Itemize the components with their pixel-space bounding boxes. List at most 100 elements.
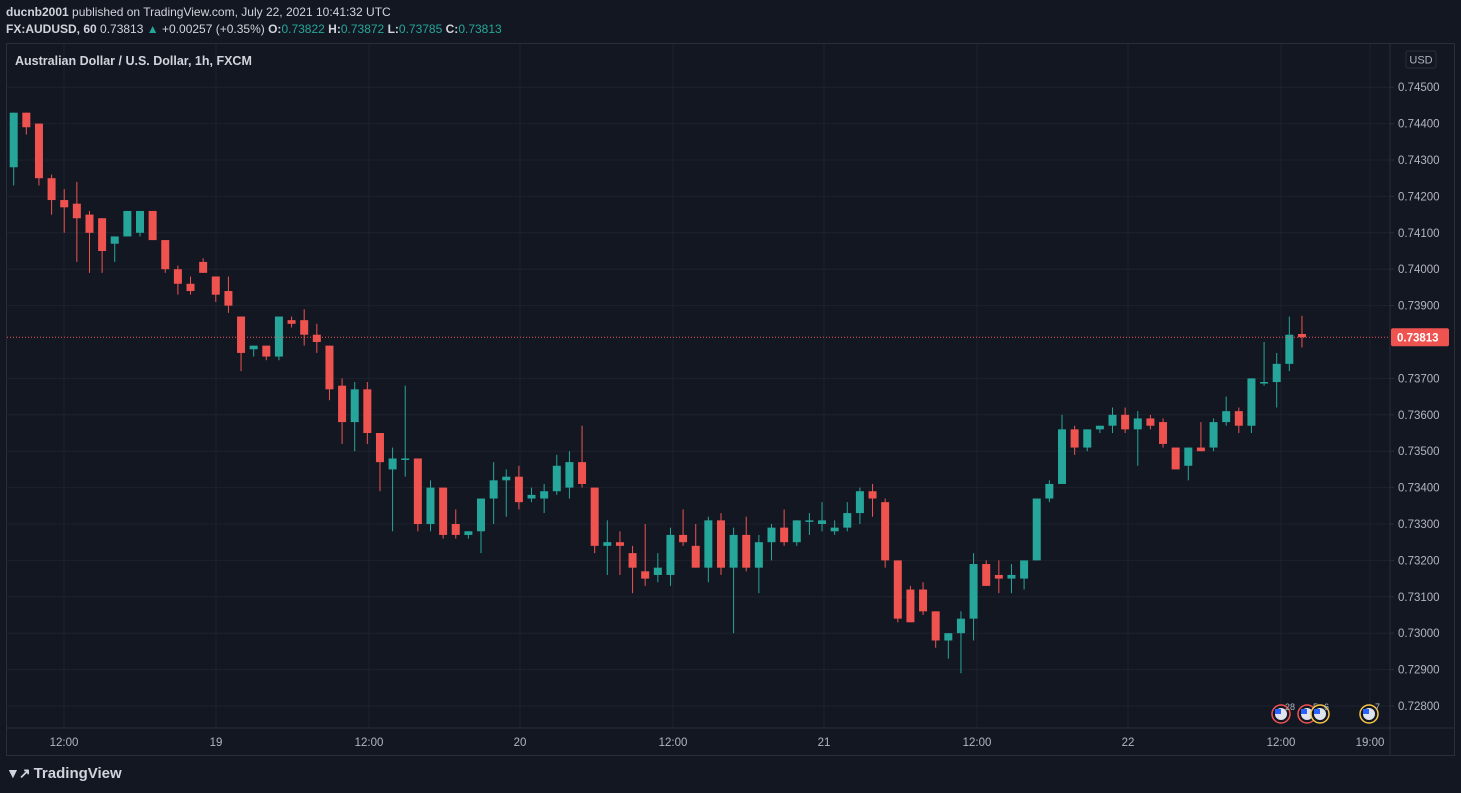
candle bbox=[514, 465, 523, 510]
y-tick-label: 0.74200 bbox=[1398, 191, 1440, 203]
candle-body bbox=[843, 513, 852, 528]
candle bbox=[527, 487, 536, 503]
candle bbox=[1045, 480, 1054, 503]
candle bbox=[1020, 560, 1029, 590]
candle bbox=[1032, 498, 1041, 561]
candle bbox=[363, 382, 372, 444]
candle-body bbox=[540, 491, 549, 499]
high-label: H: bbox=[328, 22, 341, 36]
candle bbox=[1159, 418, 1168, 448]
time-axis[interactable]: 12:00 19 12:00 20 12:00 21 12:00 22 12:00 19:00 bbox=[50, 737, 1385, 749]
candle bbox=[893, 560, 902, 623]
author-name[interactable]: ducnb2001 bbox=[6, 5, 69, 19]
candle-body bbox=[906, 589, 915, 623]
tradingview-logo[interactable]: ▼↗ TradingView bbox=[6, 765, 122, 782]
candle bbox=[173, 265, 182, 295]
candle bbox=[110, 236, 119, 262]
candle bbox=[704, 516, 713, 583]
candle-body bbox=[350, 389, 359, 423]
last-price-tag-text: 0.73813 bbox=[1397, 332, 1439, 344]
candle-body bbox=[224, 291, 233, 306]
candle-body bbox=[211, 276, 220, 295]
candle bbox=[237, 316, 246, 372]
y-tick-label: 0.73100 bbox=[1398, 592, 1440, 604]
candle-body bbox=[969, 564, 978, 619]
candle bbox=[590, 487, 599, 554]
y-tick-label: 0.74100 bbox=[1398, 228, 1440, 240]
candle-body bbox=[274, 316, 283, 357]
candle-body bbox=[477, 498, 486, 532]
candle bbox=[1146, 414, 1155, 430]
candle-body bbox=[653, 567, 662, 575]
candle-body bbox=[830, 527, 839, 532]
candle bbox=[906, 585, 915, 623]
currency-label: USD bbox=[1409, 55, 1432, 67]
candle bbox=[72, 181, 81, 262]
candle bbox=[439, 487, 448, 539]
candle bbox=[552, 454, 561, 495]
candle-body bbox=[615, 542, 624, 546]
candle-body bbox=[338, 385, 347, 423]
candle-body bbox=[60, 200, 69, 208]
candle-body bbox=[1247, 378, 1256, 426]
candle bbox=[224, 276, 233, 313]
candle bbox=[818, 502, 827, 532]
candle-body bbox=[1222, 411, 1231, 423]
candle bbox=[565, 451, 574, 499]
candle bbox=[464, 531, 473, 539]
candle-body bbox=[944, 633, 953, 641]
candle-body bbox=[805, 520, 814, 522]
candle bbox=[679, 509, 688, 546]
event-marker[interactable]: 6 bbox=[1310, 702, 1330, 724]
event-marker[interactable]: 7 bbox=[1359, 702, 1380, 724]
y-tick-label: 0.73000 bbox=[1398, 628, 1440, 640]
candle-body bbox=[1095, 425, 1104, 430]
candle-body bbox=[72, 203, 81, 219]
event-markers[interactable]: 28 5 6 7 bbox=[1271, 702, 1380, 724]
candle-body bbox=[704, 520, 713, 568]
candle bbox=[22, 112, 31, 135]
candle bbox=[34, 123, 43, 186]
candle-body bbox=[527, 494, 536, 499]
x-tick-label: 12:00 bbox=[355, 737, 384, 749]
y-tick-label: 0.74000 bbox=[1398, 264, 1440, 276]
candle bbox=[855, 487, 864, 524]
price-axis[interactable]: 0.74500 0.74400 0.74300 0.74200 0.74100 0.740… bbox=[1390, 82, 1440, 713]
last-price: 0.73813 bbox=[100, 22, 144, 36]
event-count: 28 bbox=[1285, 702, 1295, 712]
x-tick-label: 12:00 bbox=[963, 737, 992, 749]
candle bbox=[211, 276, 220, 302]
candle-body bbox=[401, 458, 410, 460]
candle bbox=[944, 633, 953, 659]
candle-body bbox=[110, 236, 119, 244]
event-count: 6 bbox=[1324, 702, 1329, 712]
candle bbox=[98, 218, 107, 273]
x-tick-label: 20 bbox=[514, 737, 527, 749]
candle bbox=[540, 483, 549, 514]
candle-body bbox=[148, 210, 157, 241]
candle-body bbox=[931, 611, 940, 641]
candle bbox=[85, 210, 94, 273]
symbol-info: FX:AUDUSD, 60 0.73813 ▲ +0.00257 (+0.35%… bbox=[6, 22, 502, 36]
close-label: C: bbox=[445, 22, 459, 36]
x-tick-label: 19:00 bbox=[1356, 737, 1385, 749]
candle-body bbox=[691, 545, 700, 568]
event-count: 7 bbox=[1375, 702, 1380, 712]
candle bbox=[628, 545, 637, 594]
candle-body bbox=[451, 524, 460, 535]
candle bbox=[1057, 414, 1066, 484]
candle bbox=[982, 560, 991, 586]
candle-body bbox=[325, 345, 334, 390]
candle-body bbox=[578, 462, 587, 484]
y-tick-label: 0.73600 bbox=[1398, 410, 1440, 422]
candle bbox=[9, 112, 18, 186]
event-marker[interactable]: 28 bbox=[1271, 702, 1295, 724]
candle-body bbox=[173, 269, 182, 284]
candle bbox=[805, 513, 814, 535]
candle-body bbox=[1083, 429, 1092, 448]
candle bbox=[148, 210, 157, 241]
y-tick-label: 0.72800 bbox=[1398, 701, 1440, 713]
candle-body bbox=[9, 112, 18, 168]
candle-body bbox=[1209, 422, 1218, 448]
